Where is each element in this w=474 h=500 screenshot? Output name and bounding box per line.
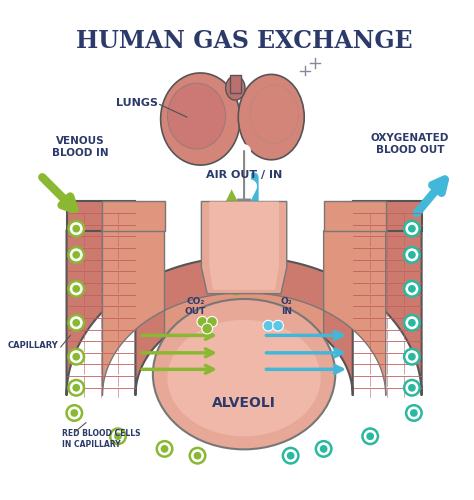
Circle shape bbox=[71, 409, 78, 417]
Ellipse shape bbox=[238, 74, 304, 160]
Text: OXYGENATED
BLOOD OUT: OXYGENATED BLOOD OUT bbox=[371, 134, 449, 155]
Circle shape bbox=[73, 251, 80, 258]
Circle shape bbox=[273, 320, 283, 331]
Circle shape bbox=[110, 428, 126, 444]
Circle shape bbox=[363, 428, 378, 444]
Circle shape bbox=[66, 405, 82, 420]
Circle shape bbox=[404, 315, 419, 330]
Circle shape bbox=[316, 441, 331, 456]
Text: RED BLOOD CELLS
IN CAPILLARY: RED BLOOD CELLS IN CAPILLARY bbox=[62, 430, 140, 449]
Circle shape bbox=[410, 409, 418, 417]
Circle shape bbox=[408, 319, 416, 326]
Circle shape bbox=[404, 221, 419, 236]
Polygon shape bbox=[201, 202, 287, 294]
Circle shape bbox=[73, 225, 80, 232]
Circle shape bbox=[68, 380, 84, 396]
Polygon shape bbox=[66, 230, 421, 396]
Text: VENOUS
BLOOD IN: VENOUS BLOOD IN bbox=[52, 136, 109, 158]
Ellipse shape bbox=[226, 76, 245, 100]
Circle shape bbox=[283, 448, 299, 464]
Circle shape bbox=[68, 349, 84, 364]
Circle shape bbox=[161, 445, 168, 453]
Polygon shape bbox=[209, 202, 279, 290]
Circle shape bbox=[404, 380, 419, 396]
Circle shape bbox=[68, 315, 84, 330]
Circle shape bbox=[320, 445, 328, 453]
Circle shape bbox=[404, 281, 419, 296]
Polygon shape bbox=[66, 202, 136, 230]
Ellipse shape bbox=[167, 320, 321, 436]
Text: HUMAN GAS EXCHANGE: HUMAN GAS EXCHANGE bbox=[76, 29, 412, 53]
Circle shape bbox=[68, 247, 84, 262]
Polygon shape bbox=[324, 202, 386, 230]
Circle shape bbox=[408, 225, 416, 232]
Polygon shape bbox=[102, 202, 164, 230]
Circle shape bbox=[406, 405, 421, 420]
Circle shape bbox=[68, 221, 84, 236]
Polygon shape bbox=[102, 230, 386, 396]
Circle shape bbox=[408, 251, 416, 258]
Circle shape bbox=[408, 285, 416, 292]
Text: AIR OUT / IN: AIR OUT / IN bbox=[206, 170, 282, 180]
Polygon shape bbox=[353, 202, 421, 230]
Circle shape bbox=[73, 319, 80, 326]
Ellipse shape bbox=[153, 299, 335, 450]
Text: CO₂
OUT: CO₂ OUT bbox=[185, 296, 206, 316]
Circle shape bbox=[408, 353, 416, 360]
Text: O₂
IN: O₂ IN bbox=[281, 296, 292, 316]
Polygon shape bbox=[229, 76, 241, 93]
Circle shape bbox=[202, 323, 212, 334]
Text: CAPILLARY: CAPILLARY bbox=[8, 340, 59, 349]
Circle shape bbox=[197, 316, 208, 327]
Circle shape bbox=[408, 384, 416, 392]
Circle shape bbox=[287, 452, 294, 460]
Circle shape bbox=[207, 316, 218, 327]
Circle shape bbox=[193, 452, 201, 460]
Circle shape bbox=[73, 285, 80, 292]
Ellipse shape bbox=[250, 85, 299, 144]
Circle shape bbox=[68, 281, 84, 296]
Circle shape bbox=[73, 384, 80, 392]
Circle shape bbox=[366, 432, 374, 440]
Ellipse shape bbox=[161, 73, 240, 165]
Text: LUNGS: LUNGS bbox=[116, 98, 158, 108]
Circle shape bbox=[157, 441, 172, 456]
Circle shape bbox=[263, 320, 273, 331]
Circle shape bbox=[404, 349, 419, 364]
Circle shape bbox=[404, 247, 419, 262]
Ellipse shape bbox=[167, 83, 226, 149]
Circle shape bbox=[114, 432, 122, 440]
Text: ALVEOLI: ALVEOLI bbox=[212, 396, 276, 410]
Circle shape bbox=[190, 448, 205, 464]
Circle shape bbox=[73, 353, 80, 360]
